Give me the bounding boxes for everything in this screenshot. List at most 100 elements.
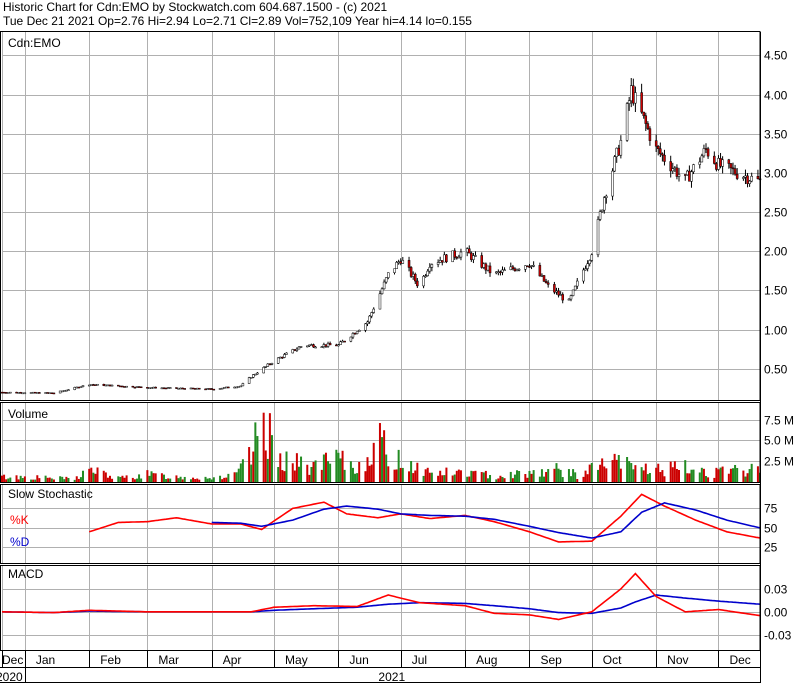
price-bar-body <box>270 363 274 365</box>
volume-bar <box>196 478 199 482</box>
price-tick-label: 2.50 <box>764 206 788 220</box>
stochastic-tick-label: 50 <box>764 522 778 536</box>
volume-bar <box>750 463 753 482</box>
price-bar-body <box>77 386 81 389</box>
volume-bar <box>235 472 238 482</box>
axis-layer: 4.50 4.00 3.50 3.00 2.50 2.00 1.50 1.00 0.50 7.5 … <box>0 49 794 683</box>
price-bar-body <box>328 343 332 346</box>
price-series <box>0 78 762 395</box>
price-bar-body <box>399 261 402 264</box>
price-bar-body <box>748 180 751 184</box>
price-bar-body <box>669 161 672 172</box>
price-bar-body <box>698 161 702 165</box>
volume-bar <box>439 470 442 482</box>
price-bar-body <box>453 250 456 258</box>
volume-bar <box>320 469 323 482</box>
price-bar-body <box>497 271 500 273</box>
volume-bar <box>154 473 157 482</box>
price-bar-body <box>372 308 375 313</box>
volume-bar <box>15 475 18 482</box>
price-bar-body <box>6 392 10 394</box>
price-bar-body <box>484 263 488 271</box>
volume-bar <box>241 459 244 482</box>
volume-bar <box>160 473 163 482</box>
price-bar-body <box>503 269 506 271</box>
volume-bar <box>165 479 168 482</box>
price-panel-label: Cdn:EMO <box>8 36 61 50</box>
price-bar-body <box>239 385 243 388</box>
macd-tick-label: -0.03 <box>764 629 792 643</box>
price-bar-body <box>629 85 633 101</box>
volume-bar <box>468 476 471 482</box>
price-bar-body <box>378 293 382 310</box>
price-bar-body <box>36 392 39 394</box>
panel-frame <box>0 31 761 401</box>
price-bar-body <box>353 333 357 335</box>
volume-bar <box>457 469 460 482</box>
volume-bar <box>146 470 149 482</box>
price-bar-body <box>501 269 504 273</box>
volume-bar <box>480 472 483 482</box>
price-bar-body <box>409 267 413 277</box>
volume-bar <box>223 477 226 482</box>
volume-bar <box>526 477 529 482</box>
price-bar-body <box>322 344 326 347</box>
volume-bar <box>705 476 708 482</box>
volume-bar <box>597 469 600 482</box>
volume-bar <box>503 478 506 482</box>
price-bar-body <box>524 265 527 270</box>
price-bar-body <box>719 158 722 167</box>
volume-bar <box>474 470 477 482</box>
stochastic-panel-label: Slow Stochastic <box>8 487 93 501</box>
price-bar-body <box>395 262 398 269</box>
volume-bar <box>567 469 570 482</box>
volume-bar <box>410 461 413 482</box>
volume-bar <box>414 470 417 482</box>
price-tick-label: 4.00 <box>764 89 788 103</box>
grid-layer <box>2 32 760 650</box>
price-bar-body <box>721 159 724 167</box>
volume-bar <box>23 476 26 482</box>
volume-bar <box>192 477 195 482</box>
month-tick-label: Jan <box>36 653 55 667</box>
volume-bar <box>428 472 431 482</box>
price-bar-body <box>58 390 62 394</box>
volume-bar <box>634 465 637 482</box>
price-bar-body <box>235 386 238 389</box>
volume-bar <box>611 460 614 482</box>
volume-bar <box>499 475 502 482</box>
price-bar-body <box>646 123 650 129</box>
price-bar-body <box>175 387 178 389</box>
volume-bar <box>557 468 560 482</box>
stochastic-d-label: %D <box>10 535 30 549</box>
volume-bar <box>293 470 296 482</box>
price-bar-body <box>756 176 760 180</box>
volume-bar <box>34 479 37 482</box>
price-bar-body <box>513 268 517 272</box>
volume-bar <box>7 478 10 482</box>
price-bar-body <box>293 349 297 351</box>
volume-bar <box>312 461 315 482</box>
volume-bar <box>279 453 282 482</box>
price-bar-body <box>465 248 469 253</box>
volume-bar <box>748 469 751 482</box>
volume-bar <box>343 469 346 482</box>
volume-bar <box>648 472 651 482</box>
volume-bar <box>183 476 186 482</box>
volume-bar <box>489 474 492 482</box>
price-bar-body <box>17 392 20 394</box>
volume-bar <box>590 462 593 482</box>
volume-bar <box>268 413 271 482</box>
price-bar-body <box>688 170 691 182</box>
volume-bar <box>383 430 386 482</box>
volume-bar <box>659 472 662 482</box>
price-bar-body <box>96 383 99 386</box>
volume-bar <box>327 461 330 482</box>
volume-bar <box>77 478 80 482</box>
price-bar-body <box>123 386 126 388</box>
price-bar-body <box>436 262 440 265</box>
price-bar-body <box>482 263 486 268</box>
price-bar-body <box>210 388 213 390</box>
volume-bar <box>482 472 485 482</box>
